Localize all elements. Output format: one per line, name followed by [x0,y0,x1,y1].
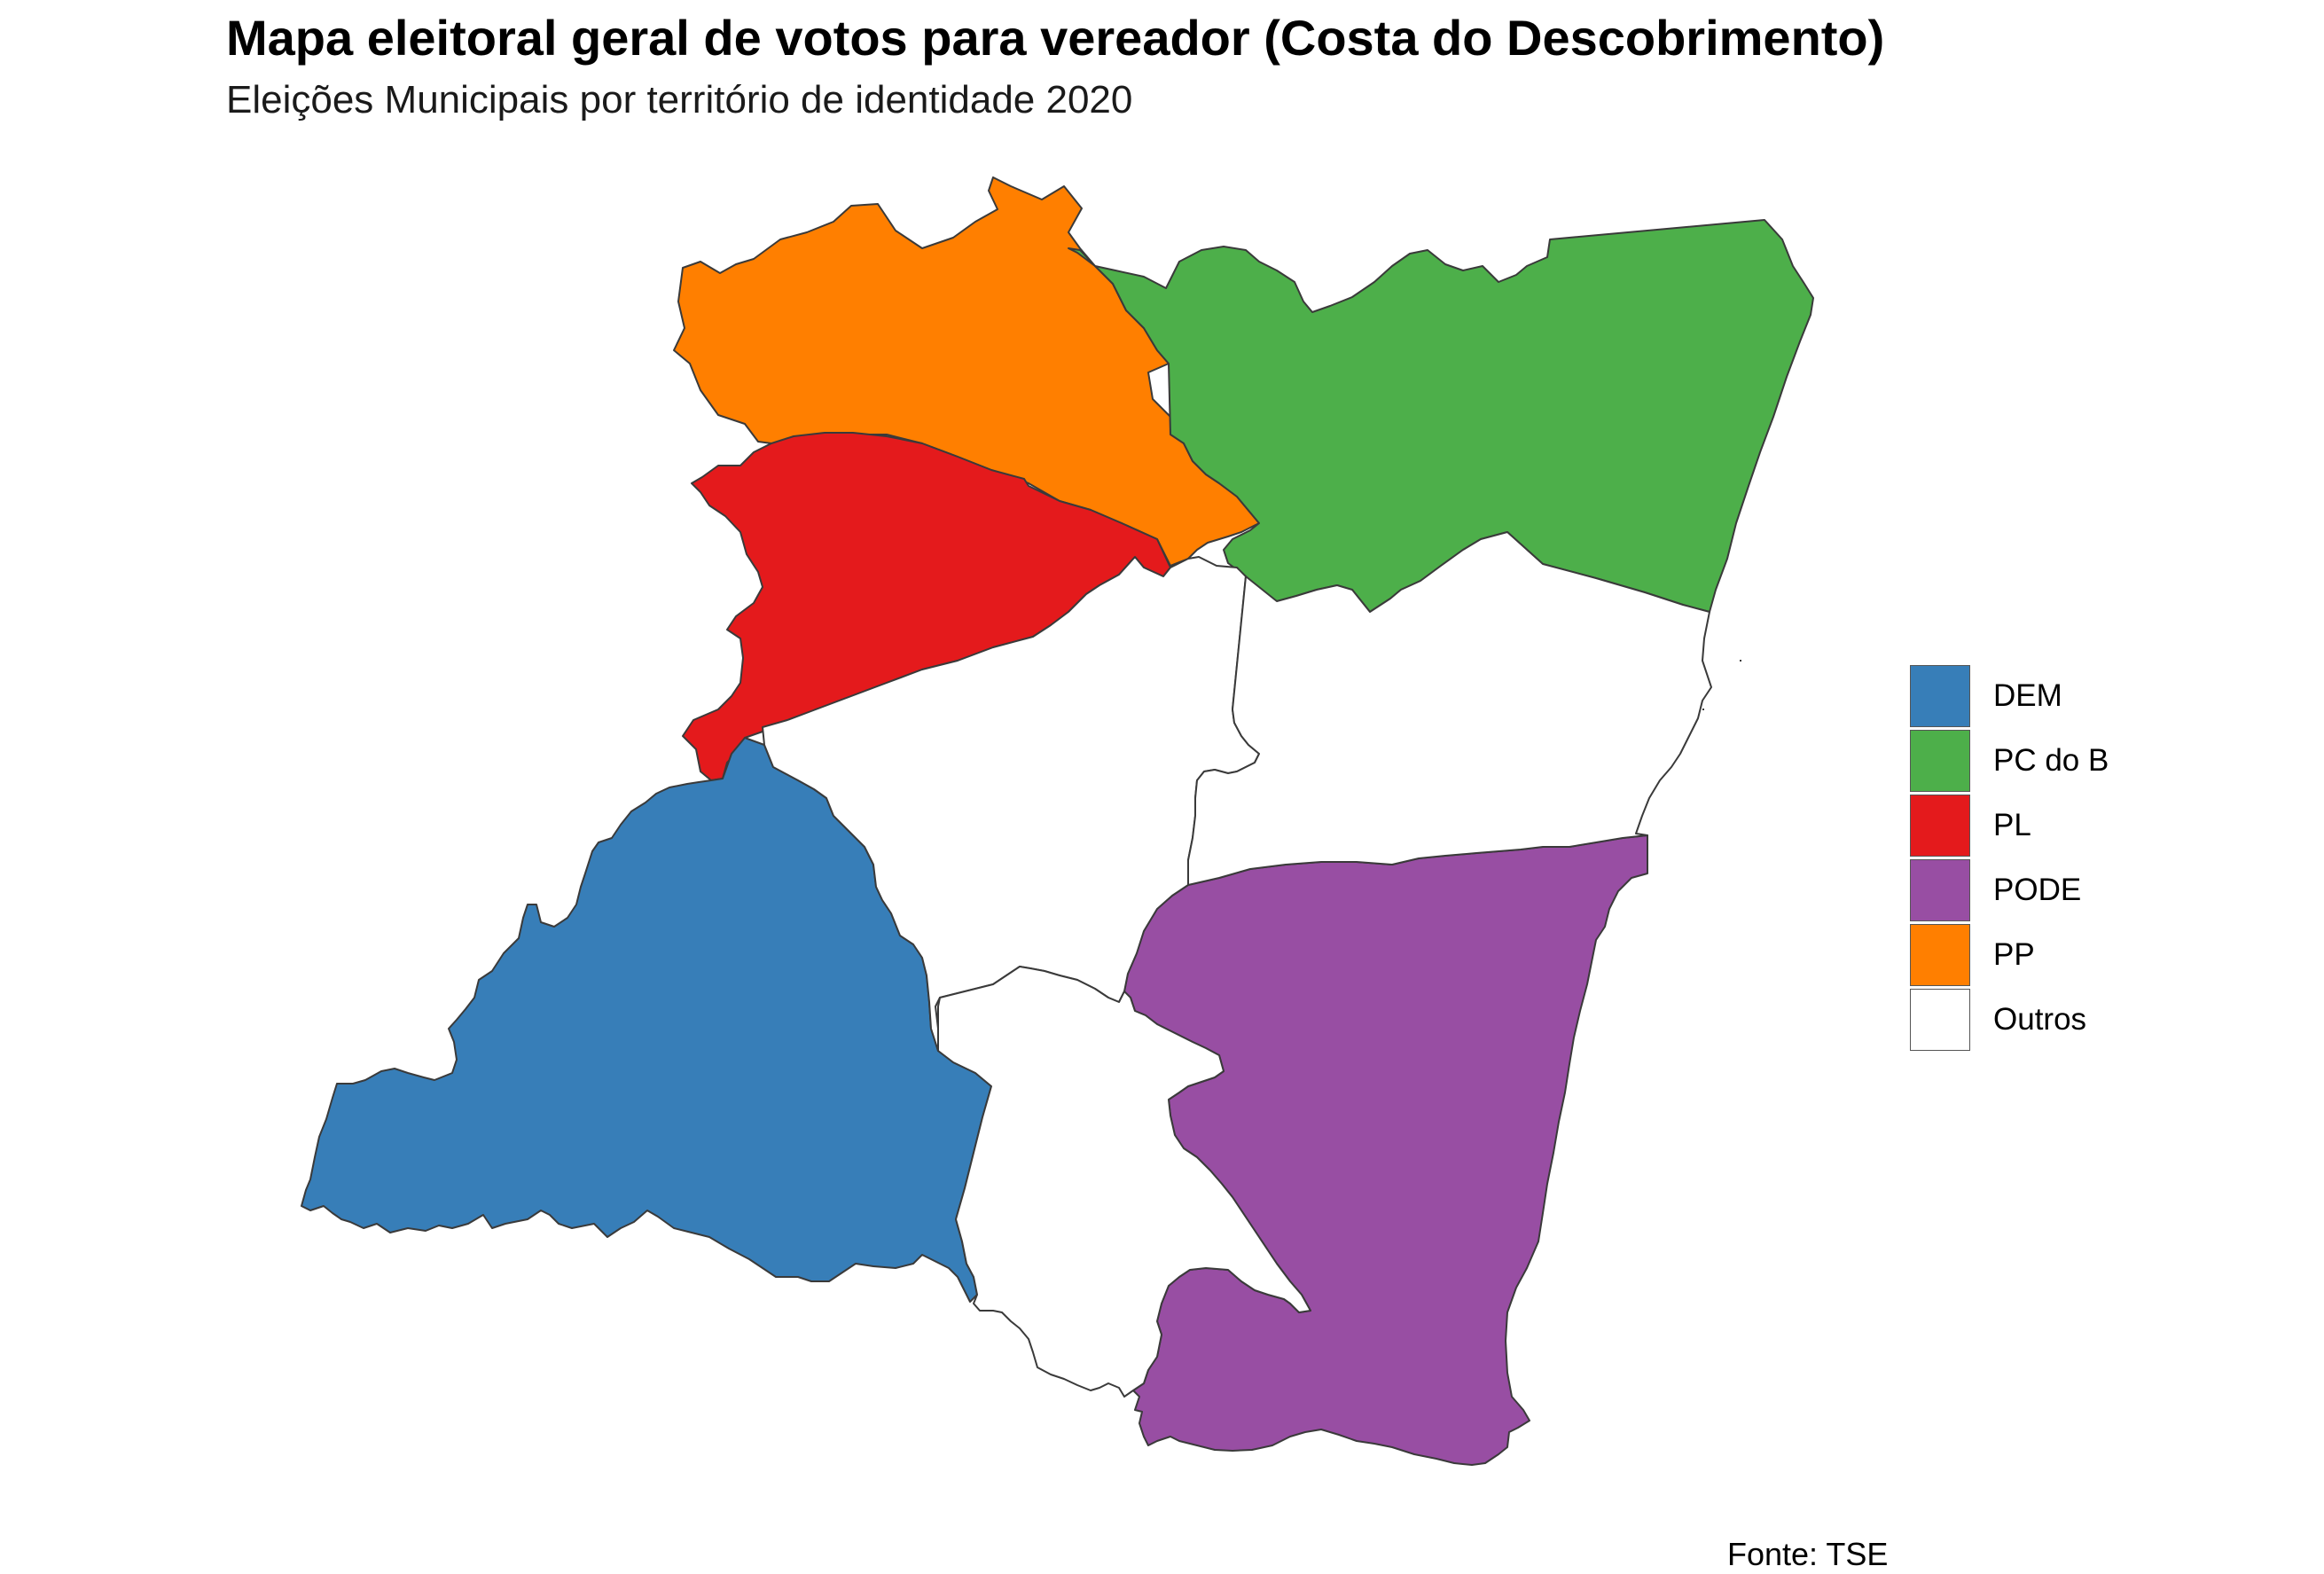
region-outros-center[interactable] [762,556,1260,1052]
legend-swatch [1910,923,1970,986]
region-pc-do-b[interactable] [1068,219,1814,613]
legend-item-pp: PP [1910,922,2109,987]
legend: DEM PC do B PL PODE PP Outros [1910,663,2109,1052]
legend-swatch [1910,858,1970,921]
source-caption: Fonte: TSE [1727,1536,1889,1572]
map-subtitle: Eleições Municipais por território de id… [226,78,1133,121]
map-title: Mapa eleitoral geral de votos para verea… [226,10,1885,66]
legend-swatch [1910,664,1970,727]
legend-swatch [1910,729,1970,792]
legend-item-pl: PL [1910,793,2109,857]
legend-item-pode: PODE [1910,857,2109,922]
legend-item-pc-do-b: PC do B [1910,728,2109,793]
legend-label: DEM [1993,677,2062,713]
legend-item-outros: Outros [1910,987,2109,1052]
region-outros-south[interactable] [937,966,1311,1398]
region-pode[interactable] [1123,834,1648,1466]
legend-label: PC do B [1993,742,2109,778]
legend-label: PODE [1993,872,2082,907]
region-outros-east[interactable] [1187,531,1712,886]
legend-label: PL [1993,807,2031,842]
legend-label: PP [1993,936,2035,972]
legend-swatch [1910,988,1970,1051]
legend-item-dem: DEM [1910,663,2109,728]
legend-label: Outros [1993,1001,2087,1037]
legend-swatch [1910,794,1970,857]
